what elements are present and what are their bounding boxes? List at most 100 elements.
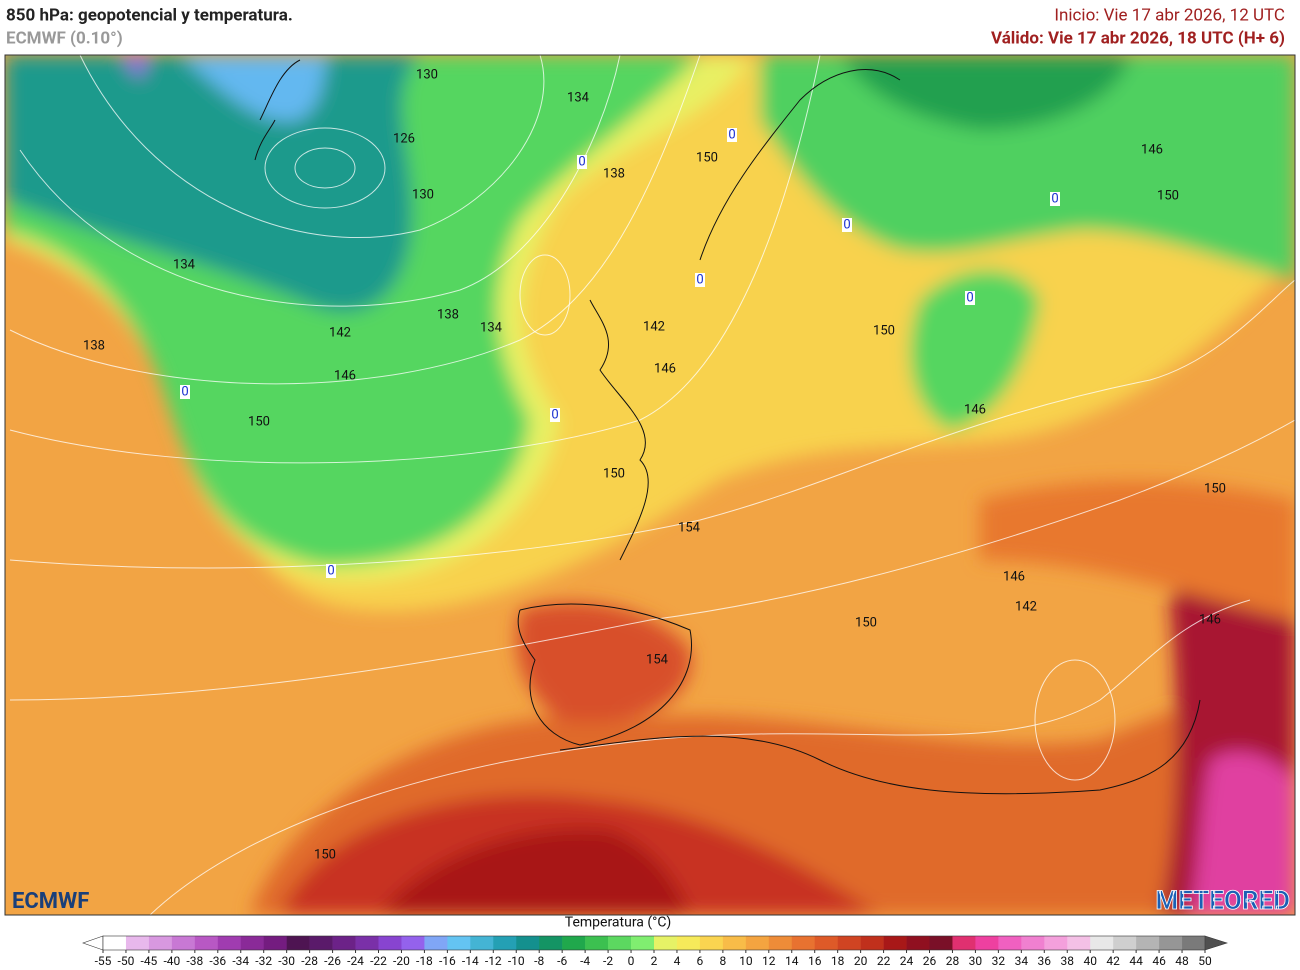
colorbar-segment: [791, 936, 816, 950]
colorbar-tick-label: 8: [720, 954, 727, 968]
label-box: [326, 564, 336, 578]
colorbar-tick-label: -36: [209, 954, 226, 968]
colorbar-tick-label: -22: [370, 954, 387, 968]
colorbar-tick-label: -32: [255, 954, 272, 968]
temperature-field: [5, 55, 1295, 915]
colorbar-tick-label: 24: [900, 954, 914, 968]
colorbar-segment: [814, 936, 838, 950]
colorbar-segment: [906, 936, 930, 950]
colorbar-tick-label: -14: [462, 954, 479, 968]
colorbar-segment: [1044, 936, 1068, 950]
title: 850 hPa: geopotencial y temperatura.: [6, 5, 293, 25]
colorbar-segment: [171, 936, 196, 950]
isohypse-label: 154: [646, 652, 669, 667]
colorbar-tick-label: 4: [674, 954, 681, 968]
isotherm-label: 0: [578, 154, 585, 169]
label-box: [180, 385, 190, 399]
label-box: [965, 291, 975, 305]
isohypse-label: 138: [603, 166, 625, 181]
isohypse-label: 146: [1141, 142, 1163, 157]
colorbar-segment: [1136, 936, 1160, 950]
colorbar-tick-label: 32: [992, 954, 1006, 968]
colorbar-segment: [860, 936, 884, 950]
colorbar-segment: [103, 936, 127, 950]
colorbar-tick-label: -45: [141, 954, 158, 968]
colorbar-segment: [194, 936, 219, 950]
isohypse-label: 134: [567, 90, 590, 105]
colorbar-tick-label: 48: [1175, 954, 1189, 968]
isohypse-label: 142: [1015, 599, 1037, 614]
isohypse-label: 130: [416, 67, 438, 82]
map-frame: [4, 54, 1296, 916]
colorbar-tick-label: -50: [118, 954, 135, 968]
colorbar-tick-label: -38: [186, 954, 203, 968]
colorbar-tick-label: 44: [1129, 954, 1143, 968]
logo-meteored: METEORED: [1156, 886, 1290, 916]
label-box: [695, 273, 705, 287]
isotherm-label: 0: [181, 384, 188, 399]
colorbar-tick-label: -30: [278, 954, 295, 968]
isohypse-label: 150: [696, 150, 718, 165]
isohypses: [9, 55, 1295, 915]
colorbar-segment: [309, 936, 333, 950]
colorbar-title: Temperatura (°C): [565, 915, 671, 931]
colorbar-segment: [562, 936, 586, 950]
colorbar-segment: [378, 936, 402, 950]
colorbar-under: [82, 935, 104, 951]
colorbar-segment: [929, 936, 953, 950]
colorbar-segment: [631, 936, 655, 950]
colorbar-segment: [837, 936, 861, 950]
colorbar-tick-label: -40: [163, 954, 180, 968]
colorbar-segment: [240, 936, 265, 950]
colorbar-tick-label: -10: [508, 954, 525, 968]
colorbar-segment: [401, 936, 425, 950]
colorbar-segment: [493, 936, 517, 950]
colorbar-over: [1204, 935, 1228, 951]
isohypse-label: 154: [678, 520, 701, 535]
isotherm-label: 0: [1051, 191, 1058, 206]
isohypse-label: 134: [173, 257, 196, 272]
colorbar-segment: [286, 936, 310, 950]
label-box: [577, 155, 587, 169]
isohypse-label: 150: [248, 414, 270, 429]
isohypse-label: 126: [393, 131, 415, 146]
map: 130 134 126 0 150 0 138 130 146 150 0 0 134 0 0 138 134 1…: [5, 55, 1295, 916]
isohypse-label: 146: [964, 402, 986, 417]
colorbar-tick-label: -16: [439, 954, 456, 968]
label-box: [1050, 192, 1060, 206]
colorbar-tick-label: -55: [95, 954, 112, 968]
colorbar-tick-label: 40: [1083, 954, 1097, 968]
colorbar-tick-label: 50: [1198, 954, 1212, 968]
colorbar-segment: [768, 936, 793, 950]
colorbar-segment: [424, 936, 448, 950]
colorbar-segment: [263, 936, 287, 950]
colorbar-tick-label: -6: [557, 954, 567, 968]
label-box: [727, 128, 737, 142]
colorbar-segment: [1090, 936, 1114, 950]
isohypse-label: 138: [83, 338, 105, 353]
colorbar-segment: [1113, 936, 1137, 950]
colorbar-segment: [883, 936, 907, 950]
colorbar-segment: [332, 936, 356, 950]
colorbar-segment: [1159, 936, 1183, 950]
isohypse-label: 146: [334, 368, 356, 383]
colorbar-segment: [148, 936, 173, 950]
colorbar-segment: [516, 936, 540, 950]
colorbar-tick-label: -26: [324, 954, 341, 968]
isohypse-label: 142: [329, 325, 351, 340]
colorbar-tick-label: 12: [762, 954, 776, 968]
colorbar-segment: [676, 936, 701, 950]
logo-ecmwf: ECMWF: [12, 889, 89, 914]
isohypse-label: 146: [1003, 569, 1025, 584]
colorbar-tick-label: 6: [697, 954, 704, 968]
isohypse-label: 150: [314, 847, 336, 862]
colorbar-tick-label: 16: [808, 954, 822, 968]
colorbar-tick-label: 18: [831, 954, 845, 968]
colorbar-tick-label: 22: [877, 954, 891, 968]
colorbar-tick-label: 34: [1015, 954, 1029, 968]
colorbar-tick-label: 38: [1061, 954, 1075, 968]
colorbar-tick-label: 26: [923, 954, 937, 968]
isohypse-label: 150: [603, 466, 625, 481]
colorbar-segment: [217, 936, 242, 950]
